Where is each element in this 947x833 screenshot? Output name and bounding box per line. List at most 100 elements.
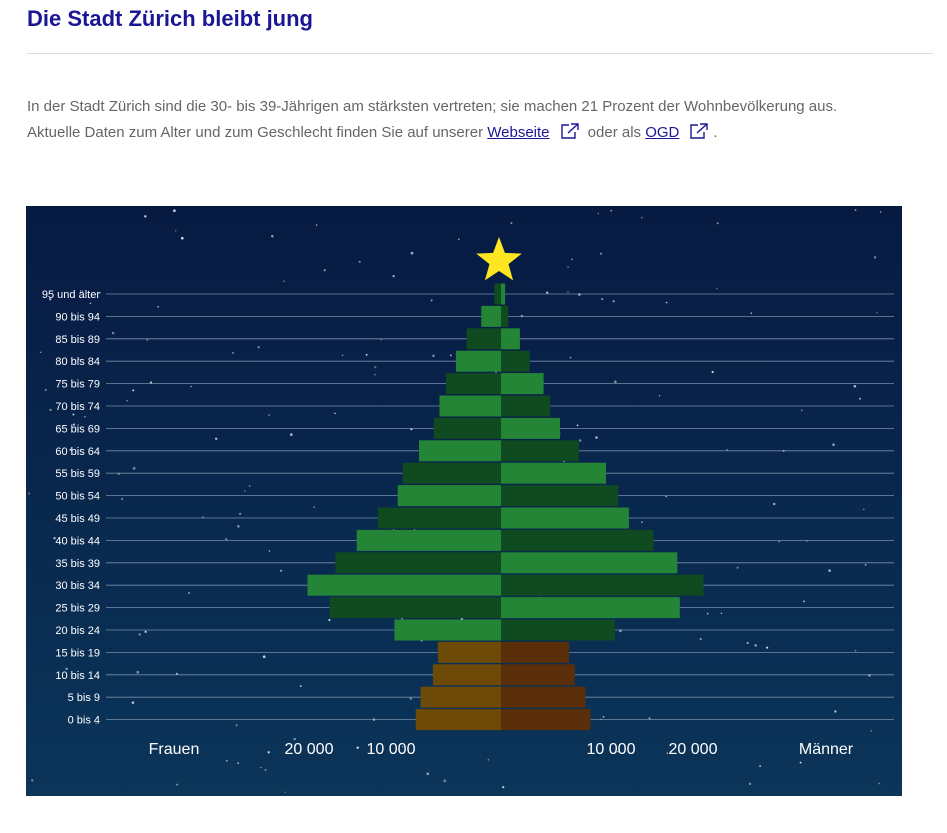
category-label: 30 bis 34 (55, 580, 100, 592)
bar-maenner (501, 395, 551, 417)
snow-dot (614, 380, 617, 384)
snow-dot (284, 791, 286, 793)
snow-dot (666, 752, 669, 754)
snow-dot (599, 252, 603, 255)
snow-dot (225, 759, 228, 762)
snow-dot (706, 612, 709, 615)
bar-maenner (501, 686, 586, 708)
bar-maenner (501, 462, 606, 484)
snow-dot (567, 266, 569, 268)
snow-dot (578, 293, 581, 296)
category-label: 35 bis 39 (55, 558, 100, 570)
category-label: 10 bis 14 (55, 670, 100, 682)
snow-dot (658, 395, 661, 397)
bar-frauen (307, 574, 501, 596)
snow-dot (176, 783, 179, 786)
snow-dot (799, 761, 802, 764)
bar-maenner (501, 283, 506, 305)
snow-dot (778, 540, 781, 543)
snow-dot (374, 374, 376, 376)
snow-dot (53, 537, 56, 540)
category-label: 60 bis 64 (55, 446, 100, 458)
intro-line-2-start: Aktuelle Daten zum Alter und zum Geschle… (27, 124, 488, 141)
bar-frauen (437, 641, 501, 663)
category-label: 85 bis 89 (55, 334, 100, 346)
bar-frauen (356, 529, 501, 551)
category-label: 0 bis 4 (68, 715, 100, 727)
snow-dot (232, 351, 235, 354)
snow-dot (510, 222, 513, 225)
snow-dot (188, 592, 190, 594)
snow-dot (854, 209, 857, 212)
snow-dot (759, 765, 762, 768)
snow-dot (315, 224, 318, 226)
snow-dot (834, 710, 837, 713)
snow-dot (401, 745, 404, 748)
website-link[interactable]: Webseite (487, 124, 550, 141)
category-label: 65 bis 69 (55, 423, 100, 435)
x-label-maenner: Männer (799, 741, 854, 758)
snow-dot (264, 768, 267, 772)
category-label: 75 bis 79 (55, 379, 100, 391)
category-label: 25 bis 29 (55, 603, 100, 615)
category-label: 45 bis 49 (55, 513, 100, 525)
snow-dot (828, 569, 831, 572)
snow-dot (746, 641, 749, 645)
snow-dot (602, 715, 605, 718)
bar-frauen (329, 597, 501, 619)
snow-dot (711, 370, 714, 374)
snow-dot (157, 305, 160, 308)
chart-svg: 95 und älter 90 bis 94 85 bis 89 80 bis 84 7… (26, 206, 902, 796)
snow-dot (720, 612, 723, 615)
snow-dot (430, 299, 433, 302)
snow-dot (546, 291, 549, 294)
snow-dot (426, 772, 430, 776)
bar-frauen (397, 485, 501, 507)
snow-dot (726, 448, 729, 451)
snow-dot (617, 750, 619, 753)
tick-label-left: 20 000 (285, 741, 334, 758)
snow-dot (392, 274, 395, 278)
bar-frauen (494, 283, 501, 305)
snow-dot (65, 667, 68, 671)
external-link-icon[interactable] (689, 122, 709, 149)
snow-dot (175, 672, 178, 675)
snow-dot (99, 292, 101, 294)
snow-dot (95, 722, 97, 725)
title-divider (27, 53, 933, 54)
snow-dot (736, 566, 739, 569)
snow-dot (365, 353, 368, 356)
category-label: 95 und älter (42, 289, 100, 301)
snow-dot (77, 357, 80, 361)
snow-dot (864, 563, 867, 566)
snow-dot (750, 312, 753, 315)
category-label: 80 bis 84 (55, 356, 100, 368)
bar-frauen (419, 440, 501, 462)
snow-dot (443, 779, 447, 783)
snow-dot (641, 521, 643, 523)
snow-dot (215, 437, 218, 440)
snow-dot (328, 618, 331, 622)
bar-frauen (433, 417, 501, 439)
intro-text: In der Stadt Zürich sind die 30- bis 39-… (27, 94, 927, 149)
snow-dot (243, 490, 246, 492)
snow-dot (432, 354, 435, 358)
snow-dot (449, 354, 452, 357)
external-link-icon[interactable] (560, 122, 580, 149)
bar-frauen (378, 507, 501, 529)
tick-label-left: 10 000 (367, 741, 416, 758)
snow-dot (313, 506, 315, 508)
snow-dot (293, 737, 296, 741)
tick-label-right: 10 000 (587, 741, 636, 758)
snow-dot (863, 508, 865, 511)
ogd-link[interactable]: OGD (645, 124, 680, 141)
snow-dot (268, 414, 271, 416)
bar-frauen (455, 350, 501, 372)
snow-dot (610, 209, 613, 212)
snow-dot (225, 538, 228, 541)
snow-dot (49, 298, 52, 301)
category-label: 50 bis 54 (55, 491, 100, 503)
snow-dot (44, 388, 47, 392)
snow-dot (748, 782, 752, 786)
bar-maenner (501, 373, 544, 395)
